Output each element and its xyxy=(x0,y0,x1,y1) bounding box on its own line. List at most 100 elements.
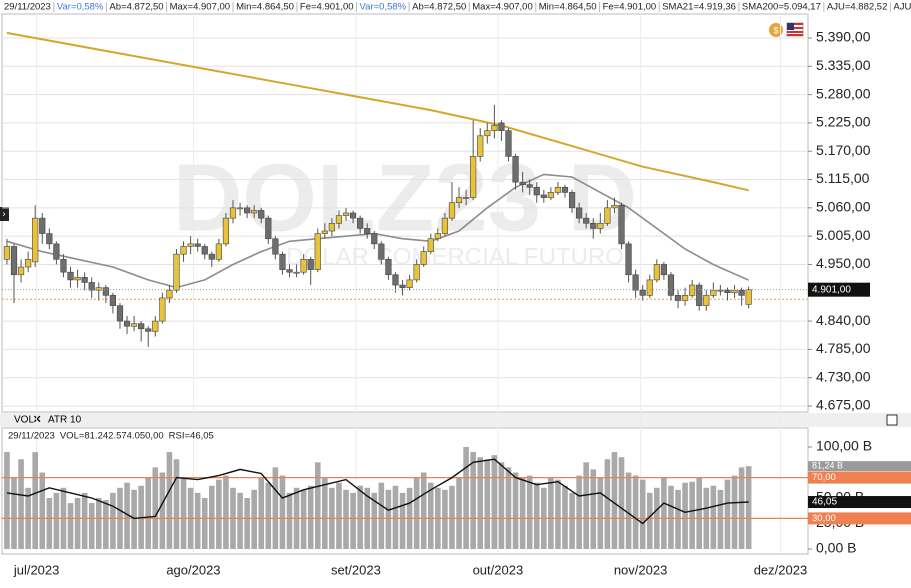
candle-body xyxy=(251,210,258,214)
candle-body xyxy=(95,287,102,291)
volume-bar xyxy=(103,500,109,549)
candle-body xyxy=(159,297,166,322)
currency-icon-symbol: $ xyxy=(773,25,778,35)
watermark: DOLZ23 D xyxy=(173,144,637,251)
candle-body xyxy=(689,284,696,296)
volume-bar xyxy=(67,503,74,549)
candle-body xyxy=(583,217,590,224)
candle-body xyxy=(67,271,74,281)
volume-bar xyxy=(258,477,265,549)
candle-body xyxy=(229,207,237,219)
candle-body xyxy=(236,207,244,210)
volume-bar xyxy=(173,459,180,549)
volume-bar xyxy=(597,477,604,549)
volume-marker-label: 81,24 B xyxy=(812,461,843,471)
tab[interactable]: ATR 10 xyxy=(48,415,82,426)
volume-bar xyxy=(710,485,717,549)
volume-bar xyxy=(611,452,618,549)
candle-body xyxy=(455,197,463,203)
candle-body xyxy=(639,289,646,296)
candle-body xyxy=(3,246,11,260)
volume-bar xyxy=(569,492,575,549)
x-tick-label: dez/2023 xyxy=(754,562,808,577)
volume-bar xyxy=(265,482,272,549)
volume-bar xyxy=(336,482,342,549)
volume-bar xyxy=(300,489,307,549)
header-item: Min=4.864,50 xyxy=(539,2,597,13)
volume-bar xyxy=(689,481,695,549)
candle-body xyxy=(710,289,717,296)
x-tick-label: nov/2023 xyxy=(614,562,668,577)
candle-body xyxy=(300,259,307,273)
close-icon[interactable]: ✕ xyxy=(33,415,41,426)
header-item: Max=4.907,00 xyxy=(170,2,230,13)
volume-bar xyxy=(668,485,674,549)
scroll-arrow[interactable] xyxy=(0,207,9,221)
candle-body xyxy=(244,207,251,214)
candle-body xyxy=(328,222,335,232)
volume-bar xyxy=(159,472,166,549)
lower-info: RSI=46,05 xyxy=(169,431,214,442)
rsi-marker-box xyxy=(808,496,911,509)
candle-body xyxy=(448,202,456,219)
volume-bar xyxy=(505,467,512,549)
tab[interactable]: VOL xyxy=(14,415,34,426)
candle-body xyxy=(681,295,689,301)
candle-body xyxy=(724,289,731,294)
volume-bar xyxy=(95,498,102,549)
candle-body xyxy=(561,186,569,193)
volume-bar xyxy=(526,475,533,549)
volume-bar xyxy=(343,489,349,549)
candle-body xyxy=(646,279,653,296)
candle-body xyxy=(371,233,378,245)
candle-body xyxy=(717,289,724,292)
header-item: SMA200=5.094,17 xyxy=(742,2,821,13)
volume-bar xyxy=(555,479,561,549)
currency-icon[interactable] xyxy=(769,23,783,37)
header-item: AJU=4.882,52 xyxy=(893,2,911,13)
candle-body xyxy=(109,295,117,306)
x-tick-label: jul/2023 xyxy=(13,562,60,577)
candle-body xyxy=(81,277,88,283)
volume-bar xyxy=(110,492,116,549)
candle-body xyxy=(321,230,328,234)
lower-info: 29/11/2023 xyxy=(8,431,55,442)
candle-body xyxy=(745,289,752,305)
candle-body xyxy=(427,238,434,252)
last-price-label: 4.901,00 xyxy=(812,284,851,295)
volume-bar xyxy=(661,477,667,549)
candle-body xyxy=(477,135,484,157)
volume-bar xyxy=(74,498,81,549)
maximize-icon[interactable] xyxy=(886,414,898,426)
volume-bar xyxy=(625,472,632,549)
volume-bar xyxy=(463,447,469,549)
rsi-level-label: 70,00 xyxy=(812,472,836,483)
volume-bar xyxy=(18,459,24,549)
candle-body xyxy=(152,320,159,332)
rsi-marker-label: 46,05 xyxy=(812,497,837,508)
candle-body xyxy=(618,204,625,245)
x-tick-label: out/2023 xyxy=(473,562,524,577)
volume-bar xyxy=(639,479,646,549)
candle-body xyxy=(413,264,420,281)
candle-body xyxy=(145,328,152,332)
header-item: Var=0,58% xyxy=(57,2,104,13)
candle-body xyxy=(293,271,300,274)
volume-bar xyxy=(4,452,10,549)
volume-bar xyxy=(399,492,406,549)
volume-bar xyxy=(357,485,363,549)
candle-body xyxy=(378,243,385,260)
volume-bar xyxy=(152,467,159,549)
candle-body xyxy=(307,259,314,270)
y-tick-label: 5.335,00 xyxy=(816,57,871,73)
candle-body xyxy=(102,287,109,296)
candle-body xyxy=(265,217,272,240)
y-tick-label: 4.785,00 xyxy=(816,340,871,356)
volume-bar xyxy=(590,469,597,549)
candle-body xyxy=(60,259,67,273)
candle-body xyxy=(138,323,145,330)
y-tick-label: 5.280,00 xyxy=(816,85,871,101)
flag-icon[interactable] xyxy=(786,22,804,37)
y2-tick-label: 100,00 B xyxy=(816,438,872,454)
